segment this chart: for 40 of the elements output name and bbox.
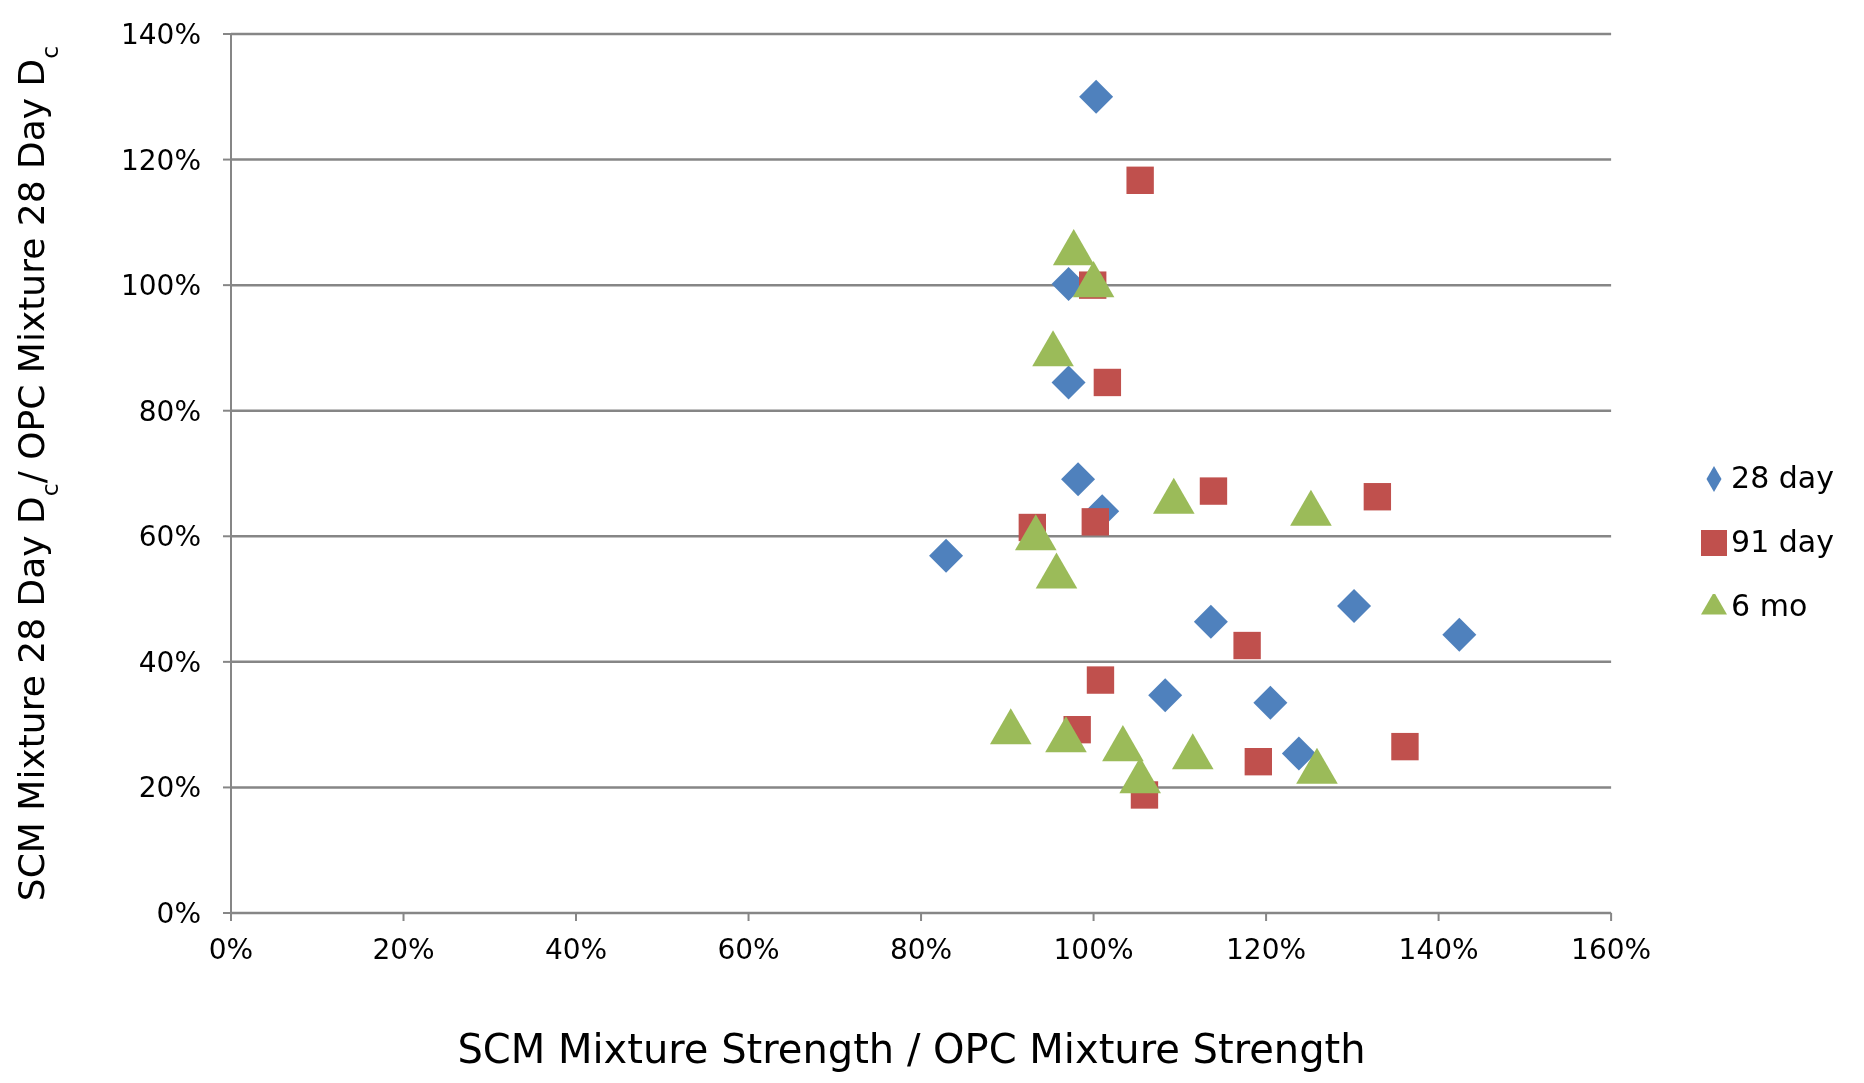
point — [1051, 365, 1086, 400]
point — [1391, 732, 1419, 761]
y-tick-label: 140% — [120, 17, 201, 51]
x-tick-label: 120% — [1226, 932, 1307, 966]
point — [1199, 477, 1228, 505]
point — [1244, 747, 1273, 776]
point — [1442, 617, 1477, 652]
y-tick-label: 120% — [120, 143, 201, 177]
point — [1281, 736, 1316, 771]
point — [1363, 483, 1392, 511]
x-tick-label: 60% — [717, 932, 780, 966]
x-tick-label: 140% — [1398, 932, 1479, 966]
y-tick-label: 80% — [138, 394, 201, 428]
point — [1081, 508, 1109, 536]
y-tick-label: 100% — [120, 269, 201, 303]
point — [1233, 631, 1261, 660]
point — [1079, 79, 1114, 114]
point — [1061, 462, 1096, 497]
point — [1093, 368, 1122, 397]
point — [1337, 588, 1372, 623]
point — [1126, 166, 1154, 194]
x-tick-label: 80% — [889, 932, 953, 966]
point — [929, 538, 964, 573]
y-tick-label: 20% — [138, 771, 201, 805]
x-tick-label: 20% — [372, 932, 435, 966]
y-tick-label: 60% — [138, 520, 201, 554]
legend-label: 6 mo — [1731, 587, 1808, 623]
legend-label: 91 day — [1731, 523, 1834, 559]
point — [1148, 678, 1183, 713]
x-tick-label: 0% — [208, 932, 254, 966]
x-tick-label: 40% — [544, 932, 608, 966]
point — [1086, 666, 1115, 694]
point — [1193, 604, 1228, 639]
x-axis-title: SCM Mixture Strength / OPC Mixture Strength — [457, 1026, 1366, 1072]
y-tick-label: 0% — [156, 896, 201, 930]
point — [1253, 685, 1288, 720]
legend-label: 28 day — [1731, 459, 1834, 495]
x-tick-label: 160% — [1571, 932, 1652, 966]
x-tick-label: 100% — [1053, 932, 1134, 966]
y-tick-label: 40% — [138, 645, 201, 679]
